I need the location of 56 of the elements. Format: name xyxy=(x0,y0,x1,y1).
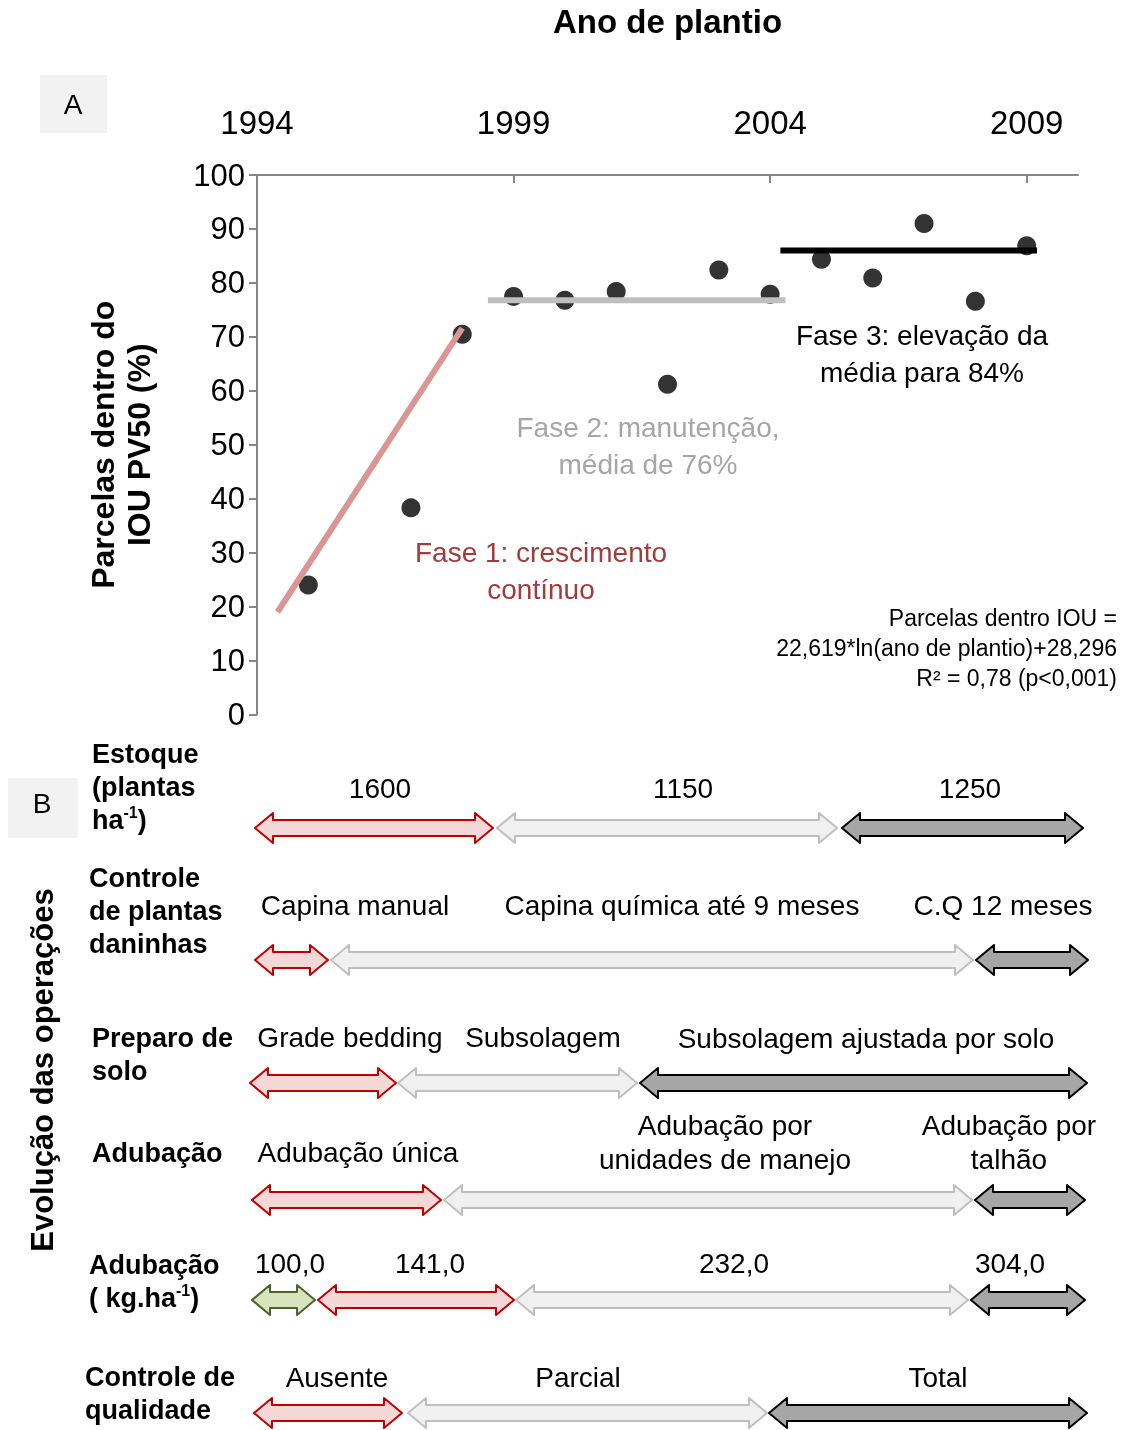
text: 100,0 xyxy=(254,1248,326,1280)
text: Adubação por unidades de manejo xyxy=(598,1110,852,1176)
text: Adubação ( kg.ha$^{-1}$) xyxy=(89,1250,220,1314)
point xyxy=(914,214,934,234)
point xyxy=(863,268,883,288)
annotation: Parcelas dentro IOU = 22,619*ln(ano de plantio)+28,296 R² = 0,78 (p<0,001) xyxy=(776,605,1117,691)
text: Subsolagem ajustada por solo xyxy=(677,1023,1055,1055)
y-tick-label: 60 xyxy=(210,373,245,409)
x-tick-label: 1994 xyxy=(220,104,294,141)
point xyxy=(658,374,677,394)
text: Adubação única xyxy=(257,1137,459,1169)
y-tick-label: 100 xyxy=(193,157,245,193)
point xyxy=(298,575,318,595)
y-tick-label: 90 xyxy=(210,211,245,247)
y-tick-label: 70 xyxy=(210,319,245,355)
text: Preparo de solo xyxy=(92,1023,234,1087)
x-tick-label: 1999 xyxy=(476,104,551,141)
text: C.Q 12 meses xyxy=(913,890,1093,922)
y-tick-label: 0 xyxy=(227,697,245,732)
text: Adubação xyxy=(92,1138,223,1169)
text: A xyxy=(63,88,83,120)
text: Total xyxy=(908,1362,968,1394)
text: 1250 xyxy=(938,773,1002,805)
annotation: Fase 3: elevação da média para 84% xyxy=(795,320,1049,388)
text: Capina química até 9 meses xyxy=(504,890,860,922)
y-tick-label: 10 xyxy=(210,643,245,679)
point xyxy=(401,498,421,518)
y-axis-title: Parcelas dentro do IOU PV50 (%) xyxy=(85,300,157,589)
text: Adubação por talhão xyxy=(921,1110,1097,1176)
text: Parcial xyxy=(535,1362,621,1394)
annotation: Fase 1: crescimento contínuo xyxy=(414,537,668,605)
point xyxy=(709,260,729,280)
annotation: Fase 2: manutenção, média de 76% xyxy=(516,412,780,480)
text: Controle de plantas daninhas xyxy=(89,863,223,960)
text: Controle de qualidade xyxy=(85,1362,236,1426)
text: B xyxy=(32,788,52,820)
y-tick-label: 80 xyxy=(210,265,245,301)
text: Capina manual xyxy=(260,890,450,922)
x-tick-label: 2004 xyxy=(733,104,807,141)
x-tick-label: 2009 xyxy=(989,104,1064,141)
text: 1600 xyxy=(348,773,412,805)
text: Ausente xyxy=(285,1362,389,1394)
text: Subsolagem xyxy=(465,1022,621,1054)
y-tick-label: 30 xyxy=(210,535,245,571)
x-axis-title: Ano de plantio xyxy=(552,3,783,40)
text: 232,0 xyxy=(698,1248,770,1280)
text: 141,0 xyxy=(394,1248,466,1280)
y-tick-label: 50 xyxy=(210,427,245,463)
y-tick-label: 40 xyxy=(210,481,245,517)
point xyxy=(965,291,985,311)
text: Grade bedding xyxy=(257,1022,443,1054)
text: 1150 xyxy=(652,773,714,805)
y-tick-label: 20 xyxy=(210,589,245,625)
text: Estoque (plantas ha$^{-1}$) xyxy=(92,739,199,836)
text: 304,0 xyxy=(974,1248,1046,1280)
text: Evolução das operações xyxy=(25,888,61,1252)
